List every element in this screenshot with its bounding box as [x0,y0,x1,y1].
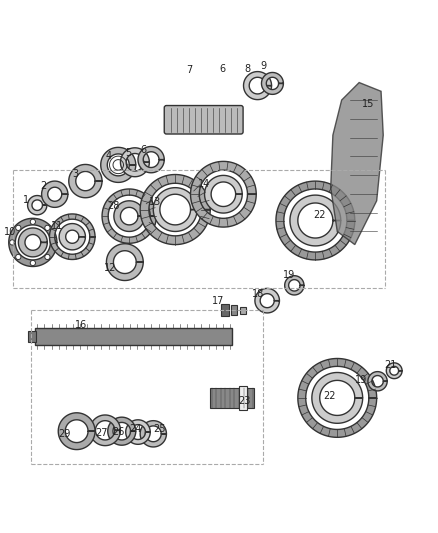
PathPatch shape [298,359,377,437]
Polygon shape [331,83,383,245]
Text: 6: 6 [219,64,226,75]
Text: 8: 8 [244,63,251,74]
PathPatch shape [69,165,102,198]
Text: 4: 4 [106,151,112,161]
PathPatch shape [261,72,283,94]
Text: 10: 10 [4,228,16,237]
Text: 13: 13 [149,197,162,207]
Text: 26: 26 [112,427,124,437]
PathPatch shape [386,363,402,378]
PathPatch shape [138,147,164,173]
PathPatch shape [90,415,120,446]
PathPatch shape [368,372,387,391]
Circle shape [16,225,21,230]
Text: 22: 22 [314,210,326,220]
Text: 11: 11 [51,221,63,231]
Text: 15: 15 [362,100,374,109]
PathPatch shape [244,71,272,100]
Text: 28: 28 [107,201,119,212]
PathPatch shape [120,148,149,177]
Bar [210,388,254,408]
PathPatch shape [18,228,47,257]
Text: 19: 19 [283,270,295,280]
PathPatch shape [114,201,145,231]
PathPatch shape [153,188,197,231]
Text: 18: 18 [252,289,265,298]
Text: 1: 1 [23,195,29,205]
Text: 19: 19 [355,375,367,384]
PathPatch shape [58,413,95,449]
PathPatch shape [108,417,136,445]
Circle shape [51,240,56,245]
Circle shape [30,219,35,224]
Text: 24: 24 [130,424,142,434]
PathPatch shape [140,421,166,447]
Bar [231,305,237,315]
Circle shape [45,254,50,260]
Bar [221,304,229,317]
PathPatch shape [255,288,279,313]
PathPatch shape [285,276,304,295]
Circle shape [45,225,50,230]
Text: 21: 21 [385,360,397,370]
Text: 5: 5 [125,148,131,158]
PathPatch shape [59,223,85,250]
Circle shape [30,260,35,265]
Text: 29: 29 [59,429,71,439]
Text: 22: 22 [323,391,336,401]
PathPatch shape [106,244,143,280]
PathPatch shape [49,214,95,260]
PathPatch shape [276,181,355,260]
Text: 2: 2 [41,181,47,191]
PathPatch shape [191,161,256,227]
PathPatch shape [205,175,242,213]
Bar [35,328,232,345]
PathPatch shape [140,174,210,245]
Text: 23: 23 [238,397,251,406]
Text: 14: 14 [198,179,210,189]
Text: 17: 17 [212,296,224,305]
FancyBboxPatch shape [164,106,243,134]
PathPatch shape [9,219,57,266]
Text: 3: 3 [73,168,79,179]
PathPatch shape [102,189,156,243]
Text: 27: 27 [95,428,108,438]
PathPatch shape [42,181,68,207]
Circle shape [10,240,15,245]
PathPatch shape [290,195,341,246]
PathPatch shape [126,420,150,445]
Text: 25: 25 [154,424,166,433]
Text: 12: 12 [104,263,117,273]
PathPatch shape [28,196,47,215]
Bar [240,307,246,314]
Text: 7: 7 [186,65,192,75]
Text: 6: 6 [141,146,147,156]
Text: 9: 9 [261,61,267,71]
Text: 16: 16 [75,320,87,330]
PathPatch shape [312,373,363,423]
Circle shape [16,254,21,260]
Bar [28,332,36,342]
PathPatch shape [101,147,136,182]
Bar [239,386,247,410]
